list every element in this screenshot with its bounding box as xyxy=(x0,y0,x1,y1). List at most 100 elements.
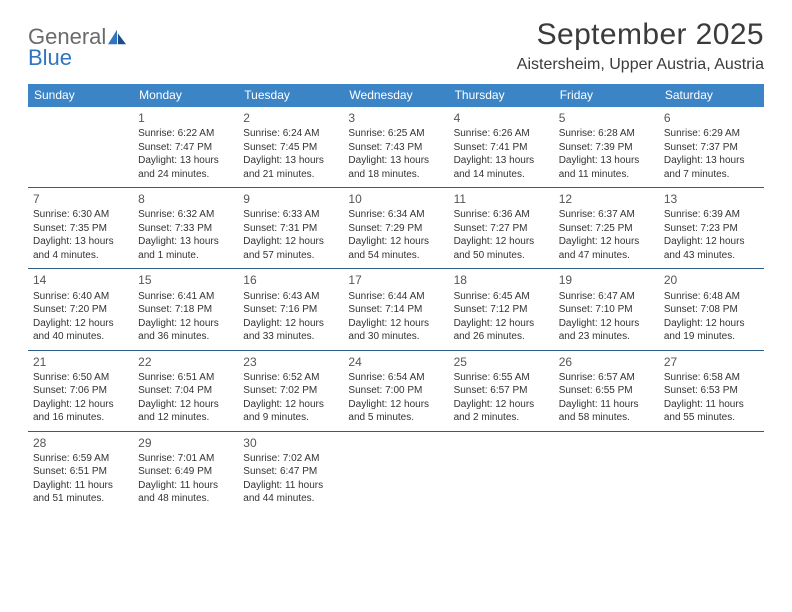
day-cell: 1Sunrise: 6:22 AMSunset: 7:47 PMDaylight… xyxy=(133,107,238,187)
day-number: 8 xyxy=(138,191,233,207)
day-cell: 10Sunrise: 6:34 AMSunset: 7:29 PMDayligh… xyxy=(343,188,448,268)
day-cell: 13Sunrise: 6:39 AMSunset: 7:23 PMDayligh… xyxy=(659,188,764,268)
daylight-text: Daylight: 12 hours and 50 minutes. xyxy=(454,235,549,262)
day-cell: 16Sunrise: 6:43 AMSunset: 7:16 PMDayligh… xyxy=(238,269,343,349)
sunset-text: Sunset: 7:18 PM xyxy=(138,303,233,317)
day-cell: 8Sunrise: 6:32 AMSunset: 7:33 PMDaylight… xyxy=(133,188,238,268)
sunset-text: Sunset: 7:39 PM xyxy=(559,141,654,155)
sunset-text: Sunset: 7:45 PM xyxy=(243,141,338,155)
sunset-text: Sunset: 7:47 PM xyxy=(138,141,233,155)
day-number: 11 xyxy=(454,191,549,207)
sunset-text: Sunset: 7:25 PM xyxy=(559,222,654,236)
day-cell: 7Sunrise: 6:30 AMSunset: 7:35 PMDaylight… xyxy=(28,188,133,268)
sunrise-text: Sunrise: 6:45 AM xyxy=(454,290,549,304)
day-number: 24 xyxy=(348,354,443,370)
sunset-text: Sunset: 7:08 PM xyxy=(664,303,759,317)
daylight-text: Daylight: 12 hours and 57 minutes. xyxy=(243,235,338,262)
sunset-text: Sunset: 7:20 PM xyxy=(33,303,128,317)
daylight-text: Daylight: 13 hours and 7 minutes. xyxy=(664,154,759,181)
day-cell: 3Sunrise: 6:25 AMSunset: 7:43 PMDaylight… xyxy=(343,107,448,187)
day-cell xyxy=(28,107,133,187)
day-cell: 27Sunrise: 6:58 AMSunset: 6:53 PMDayligh… xyxy=(659,351,764,431)
sunrise-text: Sunrise: 6:36 AM xyxy=(454,208,549,222)
sunrise-text: Sunrise: 6:44 AM xyxy=(348,290,443,304)
sunrise-text: Sunrise: 6:30 AM xyxy=(33,208,128,222)
sunset-text: Sunset: 7:27 PM xyxy=(454,222,549,236)
daylight-text: Daylight: 12 hours and 12 minutes. xyxy=(138,398,233,425)
sunset-text: Sunset: 7:35 PM xyxy=(33,222,128,236)
sunrise-text: Sunrise: 6:26 AM xyxy=(454,127,549,141)
sunrise-text: Sunrise: 6:29 AM xyxy=(664,127,759,141)
sunrise-text: Sunrise: 6:52 AM xyxy=(243,371,338,385)
day-number: 2 xyxy=(243,110,338,126)
day-cell: 18Sunrise: 6:45 AMSunset: 7:12 PMDayligh… xyxy=(449,269,554,349)
daylight-text: Daylight: 12 hours and 16 minutes. xyxy=(33,398,128,425)
daylight-text: Daylight: 13 hours and 14 minutes. xyxy=(454,154,549,181)
sunrise-text: Sunrise: 6:25 AM xyxy=(348,127,443,141)
day-number: 17 xyxy=(348,272,443,288)
day-cell: 25Sunrise: 6:55 AMSunset: 6:57 PMDayligh… xyxy=(449,351,554,431)
week-row: 21Sunrise: 6:50 AMSunset: 7:06 PMDayligh… xyxy=(28,351,764,432)
title-block: September 2025 Aistersheim, Upper Austri… xyxy=(517,18,764,74)
sunset-text: Sunset: 7:16 PM xyxy=(243,303,338,317)
logo-word-blue: Blue xyxy=(28,45,72,70)
sunrise-text: Sunrise: 6:43 AM xyxy=(243,290,338,304)
sunrise-text: Sunrise: 6:48 AM xyxy=(664,290,759,304)
sunrise-text: Sunrise: 6:28 AM xyxy=(559,127,654,141)
sunset-text: Sunset: 6:57 PM xyxy=(454,384,549,398)
dow-thursday: Thursday xyxy=(449,84,554,107)
day-cell: 9Sunrise: 6:33 AMSunset: 7:31 PMDaylight… xyxy=(238,188,343,268)
day-number: 28 xyxy=(33,435,128,451)
sunset-text: Sunset: 7:12 PM xyxy=(454,303,549,317)
day-number: 3 xyxy=(348,110,443,126)
page: General Blue September 2025 Aistersheim,… xyxy=(0,0,792,512)
sunrise-text: Sunrise: 7:02 AM xyxy=(243,452,338,466)
day-number: 22 xyxy=(138,354,233,370)
daylight-text: Daylight: 13 hours and 24 minutes. xyxy=(138,154,233,181)
day-number: 15 xyxy=(138,272,233,288)
day-number: 13 xyxy=(664,191,759,207)
day-cell: 2Sunrise: 6:24 AMSunset: 7:45 PMDaylight… xyxy=(238,107,343,187)
day-cell: 6Sunrise: 6:29 AMSunset: 7:37 PMDaylight… xyxy=(659,107,764,187)
day-number: 26 xyxy=(559,354,654,370)
sunrise-text: Sunrise: 6:34 AM xyxy=(348,208,443,222)
daylight-text: Daylight: 13 hours and 18 minutes. xyxy=(348,154,443,181)
week-row: 14Sunrise: 6:40 AMSunset: 7:20 PMDayligh… xyxy=(28,269,764,350)
daylight-text: Daylight: 12 hours and 9 minutes. xyxy=(243,398,338,425)
day-number: 19 xyxy=(559,272,654,288)
dow-monday: Monday xyxy=(133,84,238,107)
daylight-text: Daylight: 12 hours and 54 minutes. xyxy=(348,235,443,262)
week-row: 28Sunrise: 6:59 AMSunset: 6:51 PMDayligh… xyxy=(28,432,764,512)
sunrise-text: Sunrise: 6:54 AM xyxy=(348,371,443,385)
day-number: 6 xyxy=(664,110,759,126)
day-number: 25 xyxy=(454,354,549,370)
day-number: 30 xyxy=(243,435,338,451)
sunrise-text: Sunrise: 6:59 AM xyxy=(33,452,128,466)
day-cell xyxy=(554,432,659,512)
day-cell: 28Sunrise: 6:59 AMSunset: 6:51 PMDayligh… xyxy=(28,432,133,512)
week-row: 7Sunrise: 6:30 AMSunset: 7:35 PMDaylight… xyxy=(28,188,764,269)
month-title: September 2025 xyxy=(517,18,764,52)
day-cell: 11Sunrise: 6:36 AMSunset: 7:27 PMDayligh… xyxy=(449,188,554,268)
sunset-text: Sunset: 6:55 PM xyxy=(559,384,654,398)
day-number: 12 xyxy=(559,191,654,207)
sunset-text: Sunset: 7:33 PM xyxy=(138,222,233,236)
sunrise-text: Sunrise: 6:55 AM xyxy=(454,371,549,385)
day-number: 9 xyxy=(243,191,338,207)
dow-row: Sunday Monday Tuesday Wednesday Thursday… xyxy=(28,84,764,107)
sunrise-text: Sunrise: 6:41 AM xyxy=(138,290,233,304)
dow-sunday: Sunday xyxy=(28,84,133,107)
sunrise-text: Sunrise: 6:40 AM xyxy=(33,290,128,304)
sunset-text: Sunset: 7:14 PM xyxy=(348,303,443,317)
sunset-text: Sunset: 7:37 PM xyxy=(664,141,759,155)
day-cell xyxy=(449,432,554,512)
daylight-text: Daylight: 11 hours and 58 minutes. xyxy=(559,398,654,425)
daylight-text: Daylight: 11 hours and 55 minutes. xyxy=(664,398,759,425)
sunrise-text: Sunrise: 6:22 AM xyxy=(138,127,233,141)
sunset-text: Sunset: 6:51 PM xyxy=(33,465,128,479)
day-cell: 4Sunrise: 6:26 AMSunset: 7:41 PMDaylight… xyxy=(449,107,554,187)
day-cell xyxy=(343,432,448,512)
sunrise-text: Sunrise: 6:58 AM xyxy=(664,371,759,385)
sunset-text: Sunset: 7:10 PM xyxy=(559,303,654,317)
daylight-text: Daylight: 12 hours and 5 minutes. xyxy=(348,398,443,425)
